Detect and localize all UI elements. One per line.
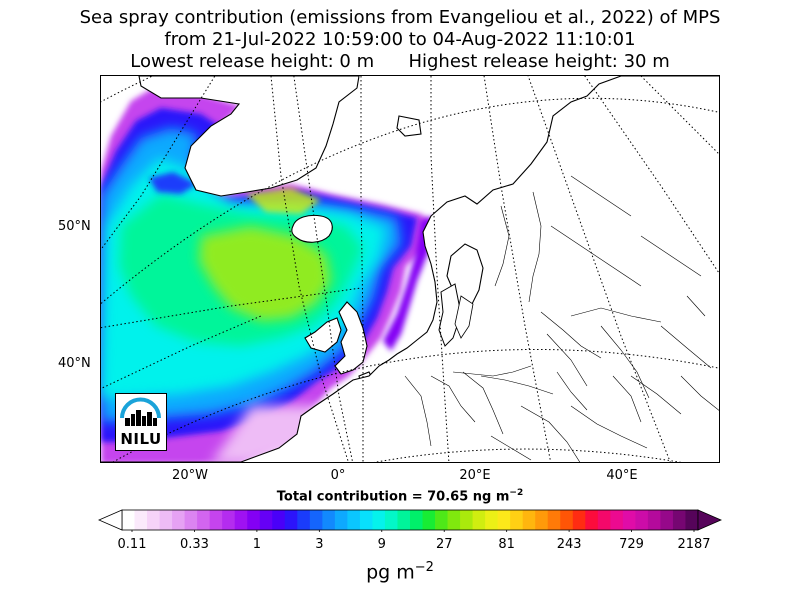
- total-contribution-text: Total contribution = 70.65 ng m: [276, 489, 510, 505]
- colorbar-tick-label: 0.11: [117, 537, 147, 552]
- colorbar-segment: [685, 510, 699, 530]
- colorbar-segment: [197, 510, 211, 530]
- coastlines: [101, 76, 719, 462]
- colorbar-segment: [410, 510, 423, 530]
- nilu-logo-text: NILU: [120, 430, 162, 448]
- colorbar-segment: [134, 510, 148, 530]
- colorbar-tick-label: 3: [315, 537, 324, 552]
- colorbar-segment: [497, 510, 511, 530]
- colorbar-segment: [510, 510, 524, 530]
- colorbar-segment: [122, 510, 135, 530]
- colorbar-segment: [334, 510, 348, 530]
- colorbar-segment: [635, 510, 649, 530]
- country-borders: [404, 175, 719, 462]
- colorbar-segment: [622, 510, 636, 530]
- colorbar-segment: [397, 510, 411, 530]
- colorbar-units: pg m−2: [0, 560, 800, 583]
- colorbar-segment: [547, 510, 561, 530]
- colorbar-segment: [297, 510, 311, 530]
- colorbar-segment: [560, 510, 574, 530]
- colorbar-segment: [309, 510, 323, 530]
- colorbar-segment: [597, 510, 611, 530]
- colorbar-segment: [359, 510, 373, 530]
- map-title-line1: Sea spray contribution (emissions from E…: [79, 7, 721, 28]
- colorbar-segment: [460, 510, 474, 530]
- colorbar-segment: [572, 510, 586, 530]
- colorbar-segment: [184, 510, 198, 530]
- colorbar-segment: [259, 510, 273, 530]
- lon-label-20w: 20°W: [172, 468, 208, 483]
- colorbar-tick-label: 9: [377, 537, 386, 552]
- nilu-logo-arc: [120, 397, 161, 419]
- colorbar-segment: [172, 510, 186, 530]
- map-title-line2: from 21-Jul-2022 10:59:00 to 04-Aug-2022…: [164, 29, 636, 50]
- colorbar-tick-label: 243: [556, 537, 582, 552]
- colorbar-segment: [209, 510, 223, 530]
- colorbar-segment: [610, 510, 624, 530]
- colorbar-segment: [522, 510, 536, 530]
- nilu-logo: NILU: [115, 393, 167, 451]
- colorbar-segment: [147, 510, 160, 530]
- colorbar-segment: [347, 510, 361, 530]
- colorbar: [98, 509, 722, 532]
- units-text: pg m: [366, 561, 415, 584]
- colorbar-segment: [384, 510, 398, 530]
- colorbar-segment: [234, 510, 248, 530]
- colorbar-segment: [322, 510, 336, 530]
- colorbar-tick-label: 27: [435, 537, 453, 552]
- colorbar-segment: [372, 510, 386, 530]
- map-panel: [100, 75, 720, 463]
- colorbar-segment: [485, 510, 499, 530]
- graticule: [101, 76, 719, 462]
- colorbar-segment: [222, 510, 236, 530]
- colorbar-segment: [159, 510, 173, 530]
- colorbar-segment: [672, 510, 686, 530]
- colorbar-segment: [247, 510, 261, 530]
- colorbar-tick-label: 81: [498, 537, 515, 552]
- lon-label-0: 0°: [330, 468, 346, 483]
- colorbar-tick-label: 2187: [677, 537, 711, 552]
- colorbar-tick-label: 0.33: [179, 537, 209, 552]
- colorbar-segment: [472, 510, 486, 530]
- colorbar-min-arrow: [98, 509, 123, 531]
- colorbar-segment: [435, 510, 448, 530]
- map-title-line3: Lowest release height: 0 m Highest relea…: [130, 51, 670, 72]
- lat-label-50n: 50°N: [58, 219, 91, 234]
- map-canvas: [101, 76, 719, 462]
- colorbar-segment: [422, 510, 436, 530]
- colorbar-tick-marks: [131, 530, 695, 532]
- colorbar-tick-label: 1: [252, 537, 262, 552]
- colorbar-tick-label: 729: [619, 537, 644, 552]
- total-contribution-exponent: −2: [509, 488, 524, 498]
- colorbar-segment: [585, 510, 599, 530]
- colorbar-segment: [284, 510, 298, 530]
- colorbar-segment: [535, 510, 549, 530]
- lon-label-40e: 40°E: [606, 468, 638, 483]
- nilu-logo-mark: [120, 397, 161, 426]
- lon-label-20e: 20°E: [459, 468, 491, 483]
- colorbar-segment: [272, 510, 286, 530]
- colorbar-segment: [647, 510, 661, 530]
- units-exponent: −2: [414, 560, 434, 575]
- lat-label-40n: 40°N: [58, 356, 91, 371]
- colorbar-max-arrow: [697, 509, 722, 531]
- total-contribution: Total contribution = 70.65 ng m−2: [0, 488, 800, 504]
- colorbar-segment: [660, 510, 674, 530]
- colorbar-segments: [121, 509, 699, 531]
- colorbar-segment: [447, 510, 461, 530]
